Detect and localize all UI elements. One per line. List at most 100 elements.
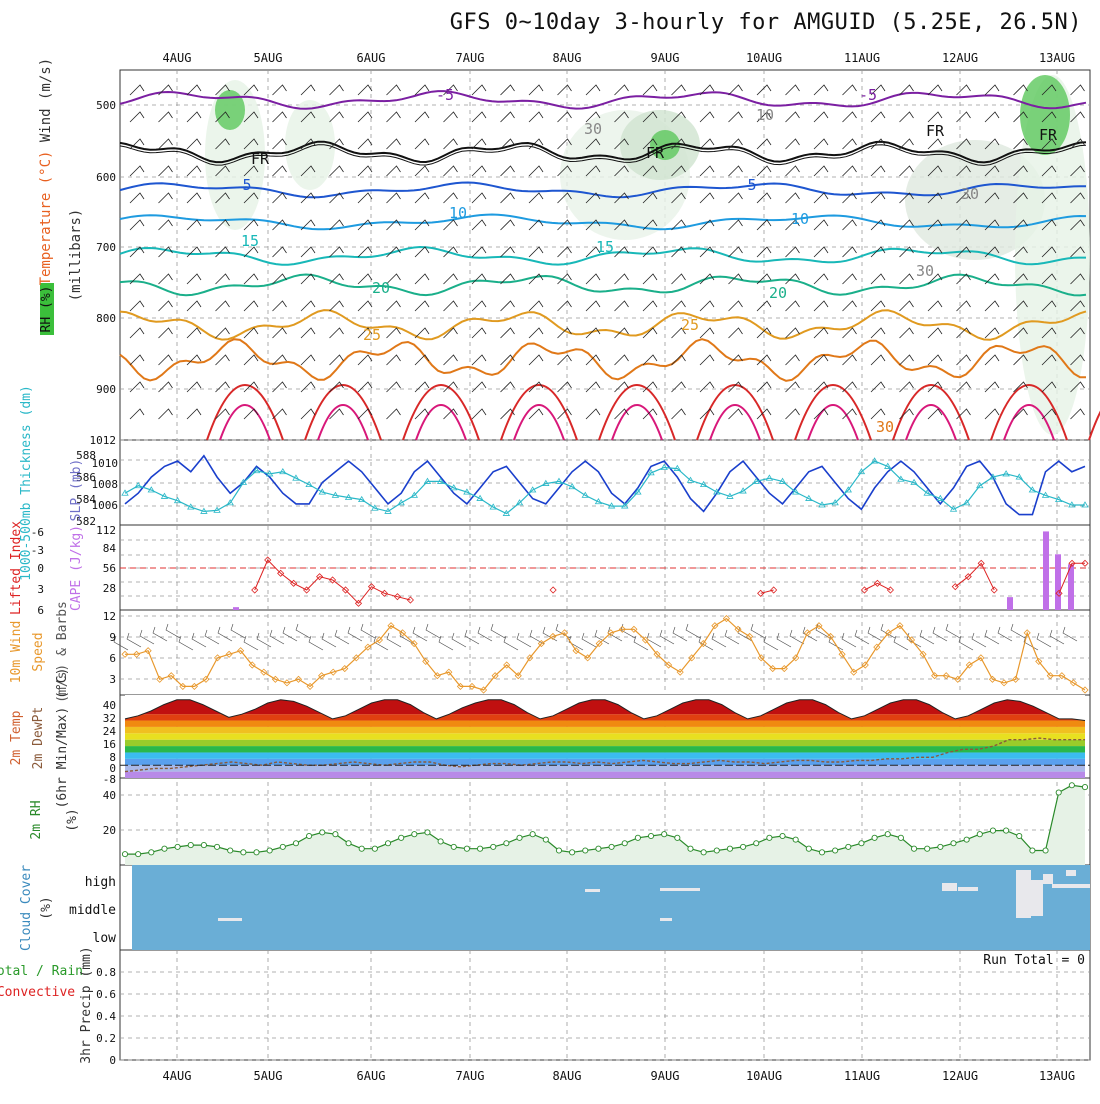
wind-barb [756,300,772,312]
rh-point [332,831,339,838]
wind-barb [1041,84,1057,96]
rh-point [674,834,681,841]
isotherm-arc [1003,404,1055,441]
wind-barb-10m [308,635,324,651]
wind-barb [300,408,316,420]
thickness-point [1041,491,1050,498]
wind-barb [927,381,943,393]
wind-tick: 3 [109,673,116,686]
wind-barb [500,381,515,393]
thickness-point [568,483,576,490]
wind-barb-10m [854,629,870,645]
wind-barb-10m [737,626,753,642]
wind-barb [842,273,857,285]
wind-barb [329,138,344,150]
wind-barb [699,354,715,366]
thickness-point [476,494,484,501]
wind-barb [300,300,316,312]
isotherm-label: FR [646,144,665,162]
wind-barb [699,219,715,231]
thickness-point [489,503,497,510]
wind-barb [642,84,658,96]
wind-barb [728,381,743,393]
wind-barb [756,165,772,177]
wind-barb [357,219,373,231]
wind-barb [899,165,914,177]
temp-color-band [125,765,1085,772]
wind-barb-10m [841,632,857,648]
wind-barb [1041,354,1057,366]
wind-barb [443,408,458,420]
wind-barb [927,408,943,420]
rh-point [121,851,129,858]
wind-barb [1013,84,1028,96]
wind-barb [984,111,1000,123]
isotherm-label: 5 [242,176,251,194]
wind-barb-10m [880,623,896,639]
wind-barb-10m [789,629,805,645]
wind-barb [158,192,173,204]
cloud-level-label: middle [69,903,116,918]
isotherm-line [119,309,1087,341]
wind-barb [870,381,886,393]
rh-area [125,785,1085,865]
wind-barb [671,219,686,231]
thickness-point [831,499,839,506]
freezing-line [119,144,1087,166]
wind-speed-point [780,665,788,673]
rh-point [450,843,457,850]
thickness-point [555,477,563,484]
wind-barb [699,111,715,123]
wind-speed-point [884,629,892,637]
rh-point [555,847,563,854]
wind-barb [1041,408,1057,420]
wind-barb [215,327,230,339]
rh-point [292,840,300,847]
wind-speed-point [526,654,534,662]
wind-barb [243,111,259,123]
isotherm-arc [794,384,872,441]
thickness-point [1068,501,1076,508]
isotherm-label: FR [1039,126,1058,144]
wind-barb [557,165,572,177]
wind-barb [158,381,173,393]
dewpoint-line [124,737,1085,773]
wind-barb [1041,246,1057,258]
wind-barb-10m [997,626,1013,642]
wind-barb [870,327,886,339]
temp-color-band [125,771,1085,778]
temp-tick: -8 [103,773,116,786]
wind-barb [728,246,743,258]
rh-shading [905,140,1045,260]
wind-barb [158,246,173,258]
wind-barb-10m [490,623,506,639]
thickness-point [765,474,774,481]
thickness-point [660,463,668,470]
rh-shading [1020,75,1070,155]
wind-barb [528,246,544,258]
rh-point [766,834,773,841]
wind-barb [243,192,259,204]
rh-point [1016,832,1023,840]
thickness-point [647,469,655,476]
wind-barb [785,165,800,177]
wind-barb [357,273,373,285]
wind-barb [1070,246,1085,258]
wind-barb [642,273,658,285]
pressure-axis-label: (millibars) [68,209,84,302]
wind-barb [443,192,458,204]
rh-point [740,843,747,850]
wind-barb [1013,111,1028,123]
rh-point [582,847,589,854]
wind-barb [158,273,173,285]
rh-point [319,829,326,836]
wind-barb [471,246,487,258]
wind-speed-point [248,661,256,669]
thickness-point [621,502,629,509]
wind-barb [984,273,1000,285]
wind-barb [756,273,772,285]
temp-tick: 24 [103,725,117,738]
wind-barb [870,246,886,258]
wind-barb [500,219,515,231]
wind-barb [671,84,686,96]
